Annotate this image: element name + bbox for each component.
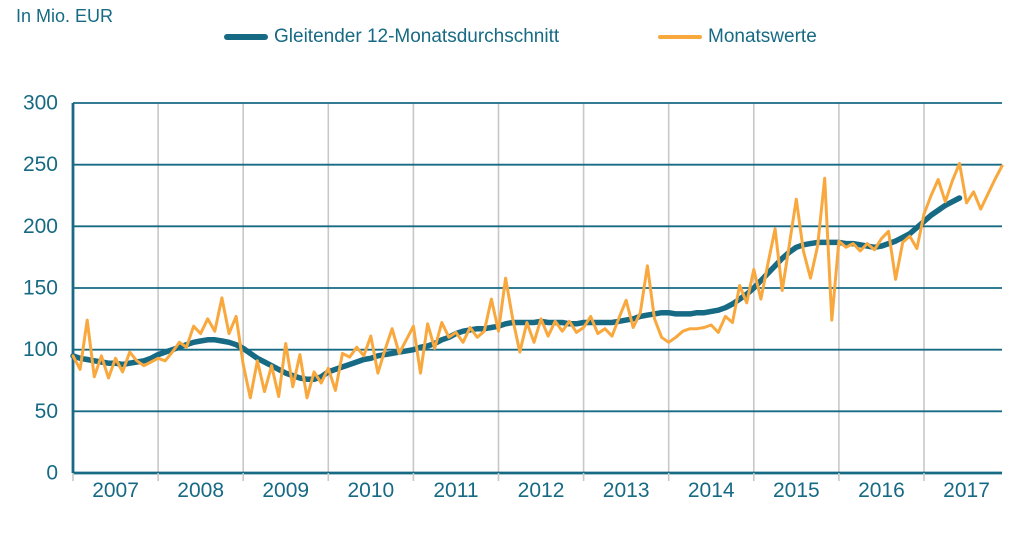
x-axis-year-label: 2012 [518, 479, 565, 502]
y-axis-tick-label: 0 [46, 462, 58, 485]
chart-legend: Gleitender 12-Monatsdurchschnitt Monatsw… [0, 24, 1024, 50]
x-axis-year-label: 2014 [688, 479, 735, 502]
y-axis-tick-label: 300 [23, 92, 58, 115]
x-axis-year-label: 2011 [433, 479, 478, 502]
y-axis-tick-label: 100 [23, 338, 58, 361]
legend-swatch-monthly-line [658, 35, 702, 39]
legend-label-average: Gleitender 12-Monatsdurchschnitt [274, 26, 560, 47]
y-axis-tick-label: 50 [35, 400, 58, 423]
monthly-line [71, 161, 1004, 400]
x-axis-year-label: 2013 [603, 479, 650, 502]
legend-item-average: Gleitender 12-Monatsdurchschnitt [224, 24, 559, 50]
x-axis-year-label: 2016 [858, 479, 905, 502]
x-axis-year-label: 2017 [943, 479, 990, 502]
legend-label-monthly: Monatswerte [708, 26, 817, 47]
y-axis-tick-label: 150 [23, 277, 58, 300]
average-line [70, 195, 963, 383]
x-axis-year-label: 2008 [177, 479, 224, 502]
legend-item-monthly: Monatswerte [658, 24, 817, 50]
x-axis-year-label: 2015 [773, 479, 820, 502]
y-axis-tick-label: 250 [23, 153, 58, 176]
x-axis-year-label: 2007 [92, 479, 139, 502]
chart-unit-label: In Mio. EUR [16, 6, 114, 26]
legend-swatch-average-line [224, 34, 268, 40]
x-axis-year-label: 2010 [347, 479, 394, 502]
x-axis-year-label: 2009 [262, 479, 309, 502]
y-axis-tick-label: 200 [23, 215, 58, 238]
